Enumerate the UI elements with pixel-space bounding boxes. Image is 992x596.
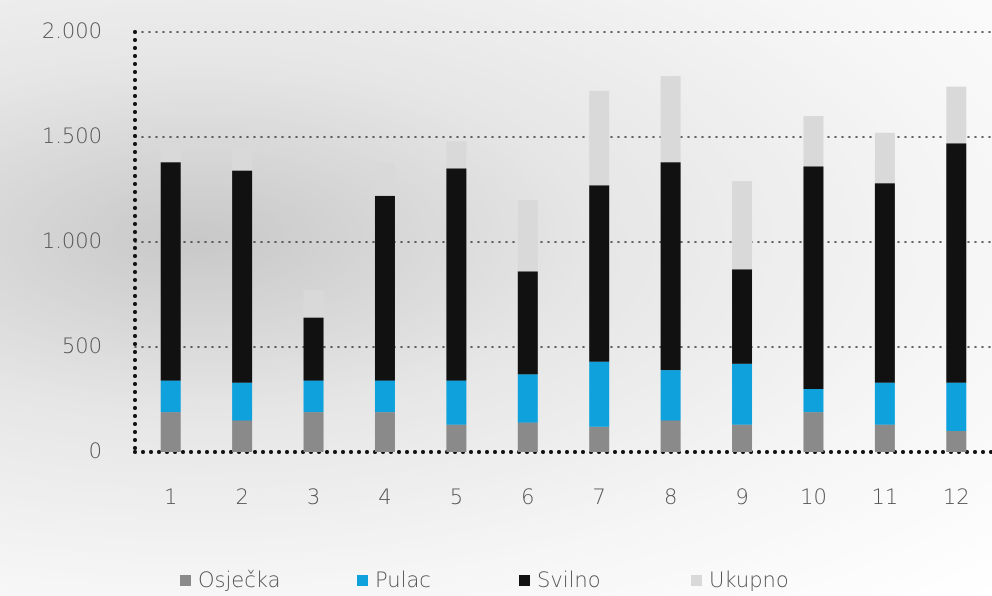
bar-segment <box>589 90 610 186</box>
bar-segment <box>803 166 824 389</box>
bar-segment <box>374 380 395 413</box>
bar-segment <box>517 200 538 272</box>
x-tick-label: 2 <box>235 485 248 509</box>
bar-segment <box>874 183 895 383</box>
x-tick-label: 8 <box>664 485 677 509</box>
bar-segment <box>160 412 181 452</box>
legend-label: Svilno <box>537 568 601 592</box>
bar-segment <box>232 420 253 452</box>
x-tick-label: 1 <box>164 485 177 509</box>
bar-segment <box>232 170 253 383</box>
y-tick-label: 1.000 <box>42 229 102 253</box>
x-tick-label: 12 <box>943 485 970 509</box>
bar-segment <box>874 132 895 184</box>
legend-swatch <box>180 575 191 586</box>
y-tick-label: 1.500 <box>42 124 102 148</box>
bar-segment <box>803 412 824 452</box>
y-tick-label: 0 <box>89 439 102 463</box>
bar-segment <box>946 143 967 383</box>
bar-segment <box>803 389 824 413</box>
bar-segment <box>160 143 181 163</box>
bar-segment <box>374 195 395 381</box>
y-tick-label: 2.000 <box>42 19 102 43</box>
bar-segment <box>303 317 324 381</box>
bar-segment <box>517 271 538 375</box>
bar-segment <box>589 426 610 452</box>
x-tick-label: 5 <box>450 485 463 509</box>
x-tick-label: 7 <box>593 485 606 509</box>
bar-segment <box>732 424 753 452</box>
bar-segment <box>446 424 467 452</box>
bar-segment <box>732 269 753 364</box>
bar-segment <box>517 422 538 452</box>
bar-segment <box>160 380 181 413</box>
bar-segment <box>517 374 538 423</box>
bar-segment <box>589 185 610 362</box>
legend-label: Ukupno <box>709 568 789 592</box>
legend-swatch <box>357 575 368 586</box>
bar-segment <box>303 412 324 452</box>
x-tick-label: 9 <box>735 485 748 509</box>
bar-segment <box>946 86 967 144</box>
bar-segment <box>803 116 824 167</box>
bar-segment <box>874 424 895 452</box>
bar-segment <box>232 382 253 421</box>
bar-segment <box>446 168 467 381</box>
bar-segment <box>303 380 324 413</box>
bar-segment <box>660 420 681 452</box>
bar-segment <box>160 162 181 381</box>
x-tick-label: 4 <box>378 485 391 509</box>
bar-segment <box>232 147 253 171</box>
bar-segment <box>660 76 681 163</box>
legend-label: Pulac <box>375 568 431 592</box>
y-tick-label: 500 <box>62 334 102 358</box>
legend-label: Osječka <box>198 568 280 592</box>
bar-segment <box>660 162 681 371</box>
bar-segment <box>446 141 467 169</box>
bar-segment <box>946 382 967 431</box>
x-tick-label: 10 <box>800 485 827 509</box>
bar-segment <box>374 162 395 196</box>
x-tick-label: 6 <box>521 485 534 509</box>
x-tick-label: 11 <box>872 485 899 509</box>
bar-segment <box>446 380 467 425</box>
bar-segment <box>589 361 610 427</box>
bar-segment <box>732 181 753 270</box>
bar-segment <box>303 290 324 318</box>
bar-segment <box>374 412 395 452</box>
bar-segment <box>946 431 967 452</box>
bar-segment <box>732 363 753 425</box>
legend-swatch <box>519 575 530 586</box>
bar-segment <box>874 382 895 425</box>
x-tick-label: 3 <box>307 485 320 509</box>
bar-segment <box>660 370 681 421</box>
legend-swatch <box>691 575 702 586</box>
